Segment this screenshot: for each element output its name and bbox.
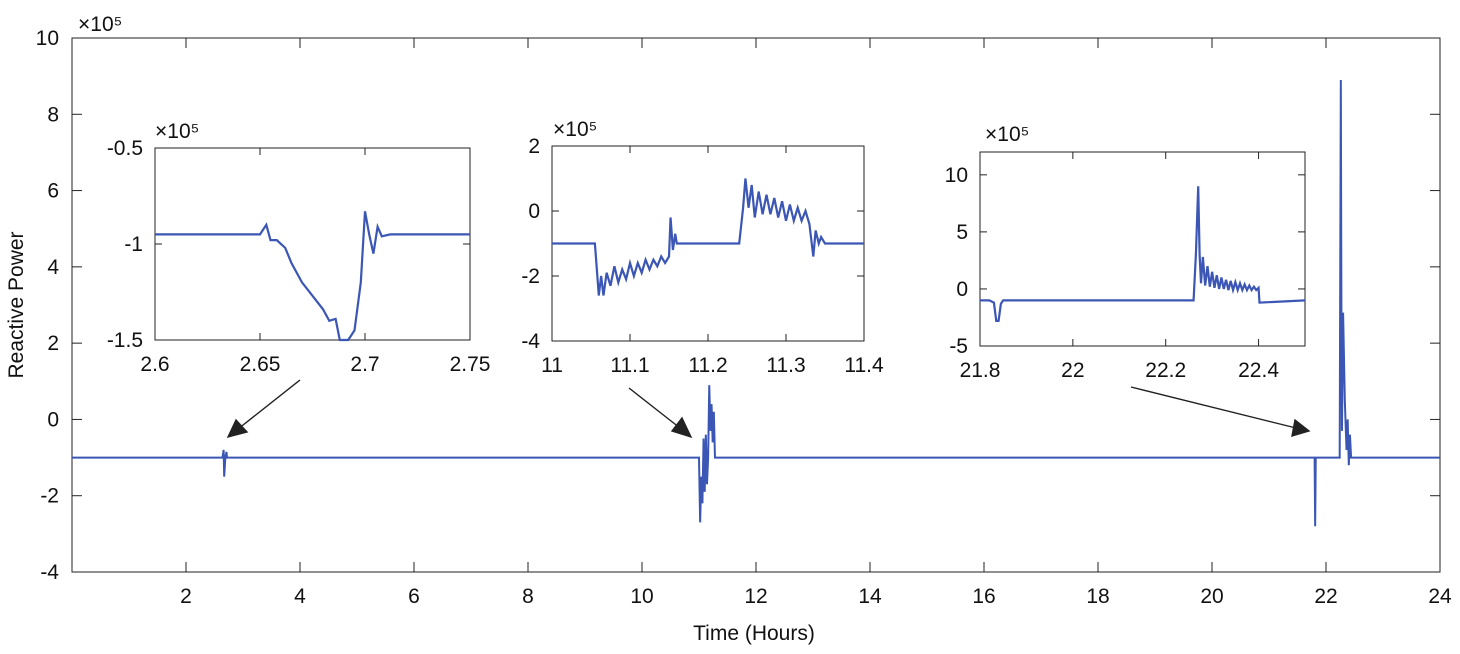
inset-2-exponent-label: ×10⁵ [553, 118, 597, 141]
main-x-tick-label: 2 [180, 585, 192, 608]
inset-1-frame [154, 147, 471, 341]
inset-1-y-ticks: -1.5 -1 -0.5 [107, 137, 470, 352]
arrow-head-inset-2 [670, 416, 693, 439]
inset-3-x-ticks: 21.8 22 22.2 22.4 [960, 152, 1279, 382]
inset-3-y-tick-label: 10 [945, 164, 968, 187]
main-y-tick-label: 10 [36, 27, 59, 50]
inset-1-y-tick-label: -0.5 [107, 137, 143, 160]
main-x-tick-label: 24 [1428, 585, 1452, 608]
main-x-tick-label: 20 [1200, 585, 1223, 608]
main-x-tick-label: 18 [1086, 585, 1109, 608]
main-x-axis-label: Time (Hours) [693, 622, 815, 645]
arrow-head-inset-3 [1291, 418, 1311, 437]
inset-3-x-tick-label: 22.4 [1238, 359, 1279, 382]
arrow-inset-2 [628, 387, 681, 429]
main-y-ticks: -4 -2 0 2 4 6 8 10 [36, 27, 1440, 584]
main-x-ticks: 2 4 6 8 10 12 14 16 18 20 22 24 [180, 38, 1452, 608]
main-x-tick-label: 16 [972, 585, 995, 608]
inset-3-frame [979, 151, 1306, 347]
inset-2-x-tick-label: 11 [541, 354, 563, 377]
inset-2-x-tick-label: 11.3 [766, 354, 805, 377]
inset-2-x-tick-label: 11.1 [610, 354, 649, 377]
main-x-tick-label: 10 [630, 585, 653, 608]
main-x-tick-label: 6 [408, 585, 420, 608]
main-x-tick-label: 8 [522, 585, 534, 608]
inset-1-y-tick-label: -1.5 [107, 329, 143, 352]
main-series-line [72, 79, 1440, 527]
inset-2-y-tick-label: 2 [528, 135, 540, 158]
main-y-tick-label: 2 [47, 332, 59, 355]
inset-3-exponent-label: ×10⁵ [985, 123, 1029, 146]
inset-3-y-tick-label: 0 [956, 278, 968, 301]
main-x-tick-label: 4 [294, 585, 306, 608]
inset-3-y-tick-label: 5 [956, 221, 968, 244]
inset-1-x-tick-label: 2.6 [140, 353, 169, 376]
inset-2-x-ticks: 11 11.1 11.2 11.3 11.4 [541, 146, 884, 377]
main-y-axis-label: Reactive Power [5, 231, 28, 378]
main-y-tick-label: -4 [40, 561, 59, 584]
main-x-tick-label: 12 [744, 585, 767, 608]
inset-2-y-tick-label: -4 [521, 330, 540, 353]
inset-1-series-line [155, 211, 470, 342]
main-y-tick-label: 0 [47, 408, 59, 431]
main-x-tick-label: 22 [1314, 585, 1337, 608]
inset-3-x-tick-label: 22 [1061, 359, 1084, 382]
inset-3-x-tick-label: 21.8 [960, 359, 1001, 382]
main-exponent-label: ×10⁵ [78, 13, 122, 36]
inset-1-x-tick-label: 2.75 [450, 353, 491, 376]
inset-2-y-tick-label: -2 [521, 265, 540, 288]
inset-pointer-arrows [226, 379, 1311, 439]
inset-3-x-tick-label: 22.2 [1145, 359, 1186, 382]
arrow-inset-3 [1130, 386, 1297, 429]
main-y-tick-label: 8 [47, 103, 59, 126]
main-x-tick-label: 14 [858, 585, 882, 608]
inset-3-y-tick-label: -5 [949, 335, 968, 358]
main-y-tick-label: -2 [40, 485, 59, 508]
inset-2-y-ticks: -4 -2 0 2 [521, 135, 864, 353]
inset-2-x-tick-label: 11.4 [844, 354, 884, 377]
inset-1-y-tick-label: -1 [124, 233, 143, 256]
inset-2-series-line [552, 178, 864, 296]
inset-2-y-tick-label: 0 [528, 200, 540, 223]
inset-3-series-line [980, 186, 1306, 322]
main-y-tick-label: 6 [47, 180, 59, 203]
inset-1-x-tick-label: 2.7 [350, 353, 379, 376]
inset-3-y-ticks: -5 0 5 10 [945, 164, 1305, 358]
arrow-inset-1 [237, 379, 301, 430]
arrow-head-inset-1 [226, 418, 249, 439]
inset-2-x-tick-label: 11.2 [688, 354, 727, 377]
main-y-tick-label: 4 [47, 256, 59, 279]
inset-1-exponent-label: ×10⁵ [155, 120, 199, 143]
inset-1-x-ticks: 2.6 2.65 2.7 2.75 [140, 148, 490, 376]
inset-1-x-tick-label: 2.65 [240, 353, 281, 376]
